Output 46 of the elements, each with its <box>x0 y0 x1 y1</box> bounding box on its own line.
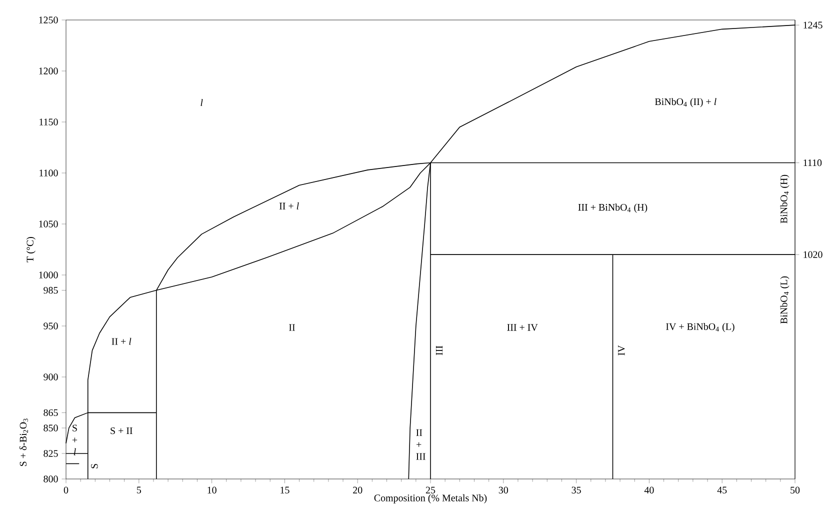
x-tick-label: 45 <box>717 486 727 494</box>
x-tick-label: 0 <box>64 486 68 494</box>
y-tick-label: 985 <box>44 286 58 294</box>
x-tick-label: 10 <box>208 486 216 494</box>
y-tick-label: 1100 <box>40 170 58 176</box>
annotation: BiNbO$_{4}$ (L) <box>780 276 790 324</box>
annotation: S <box>91 464 98 468</box>
annotation: II + l <box>112 338 132 345</box>
annotation: III + IV <box>507 324 538 331</box>
annotation: III <box>436 346 443 356</box>
y2-tick-label: 1110 <box>804 159 822 166</box>
annotation: III + BiNbO$_{4}$ (H) <box>578 204 648 213</box>
y-tick-label: 800 <box>44 476 58 482</box>
annotation: S + l <box>72 424 78 456</box>
y-tick-label: 900 <box>44 374 58 380</box>
y-tick-label: 1150 <box>40 118 58 126</box>
annotation: BiNbO$_{4}$ (II) + l <box>654 98 716 108</box>
x-tick-label: 5 <box>136 486 142 494</box>
annotation: IV + BiNbO$_{4}$ (L) <box>666 322 734 332</box>
y-tick-label: 950 <box>44 322 58 330</box>
x-tick-label: 25 <box>426 486 436 494</box>
y-tick-label: 850 <box>44 424 58 432</box>
annotation: BiNbO$_{4}$ (H) <box>780 174 790 224</box>
x-axis-title: Composition (% Metals Nb) <box>374 494 487 504</box>
y-tick-label: 1050 <box>39 220 58 228</box>
y-tick-label: 1250 <box>39 16 58 24</box>
annotation: l <box>200 99 203 106</box>
annotation: IV <box>618 345 625 356</box>
annotation: II + l <box>279 202 299 210</box>
x-tick-label: 20 <box>353 486 362 494</box>
y-tick-label: 825 <box>44 450 58 457</box>
y-tick-label: 865 <box>44 409 58 416</box>
y-tick-label: 1200 <box>39 68 58 74</box>
x-tick-label: 15 <box>280 486 290 494</box>
annotation: II <box>289 324 295 331</box>
y2-tick-label: 1020 <box>804 251 822 258</box>
text: S + δ-Bi$_{2}$O$_{3}$ <box>19 418 28 466</box>
x-tick-label: 40 <box>644 486 654 494</box>
x-tick-label: 35 <box>572 486 581 494</box>
annotation: II + III <box>416 429 426 460</box>
x-tick-label: 50 <box>790 486 800 494</box>
x-tick-label: 30 <box>498 486 508 494</box>
y2-tick-label: 1245 <box>804 22 822 28</box>
annotation: S + II <box>110 427 132 434</box>
y-tick-label: 1000 <box>39 272 58 278</box>
y-axis-title: T (°C) <box>26 237 36 262</box>
